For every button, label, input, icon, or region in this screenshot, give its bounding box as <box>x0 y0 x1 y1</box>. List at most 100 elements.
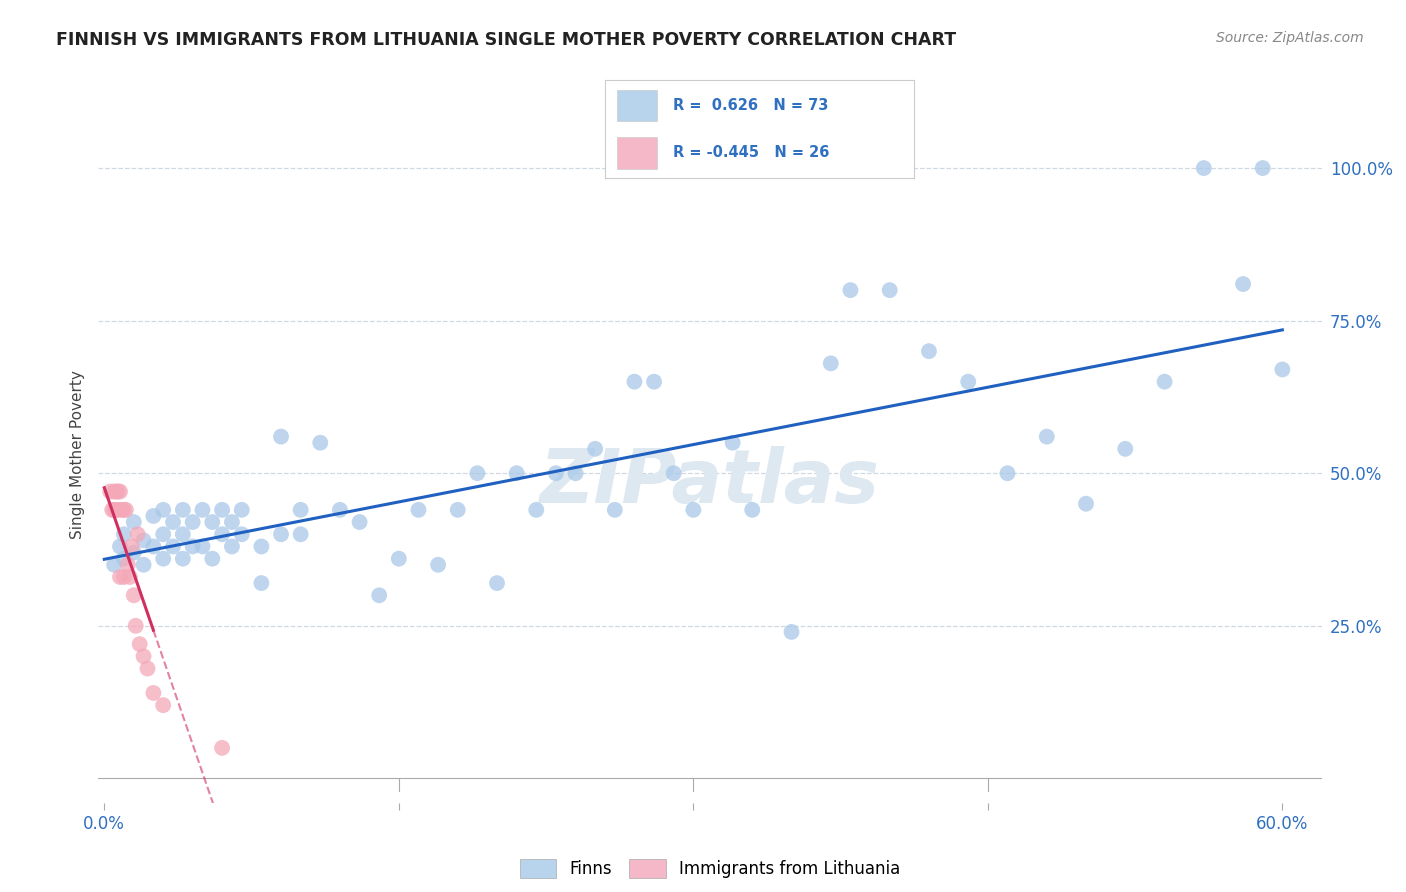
Point <box>270 429 292 443</box>
Point <box>127 527 149 541</box>
Point <box>112 551 135 566</box>
Point <box>741 503 763 517</box>
Point <box>111 503 134 517</box>
Point <box>524 503 547 517</box>
Point <box>191 540 214 554</box>
Point <box>544 467 567 481</box>
Point <box>103 503 125 517</box>
Point <box>231 527 253 541</box>
Point <box>117 558 139 572</box>
Point <box>152 503 174 517</box>
Point <box>103 558 125 572</box>
FancyBboxPatch shape <box>617 137 657 169</box>
Point <box>201 551 224 566</box>
Point <box>162 540 184 554</box>
Point <box>505 467 527 481</box>
Point <box>447 503 470 517</box>
Point <box>368 588 391 602</box>
Point <box>250 576 273 591</box>
Point <box>1035 429 1057 443</box>
Point <box>270 527 292 541</box>
Point <box>820 356 842 370</box>
Point <box>1271 362 1294 376</box>
Text: 0.0%: 0.0% <box>83 815 125 833</box>
Point <box>643 375 665 389</box>
Point <box>152 527 174 541</box>
Point <box>201 515 224 529</box>
Legend: Finns, Immigrants from Lithuania: Finns, Immigrants from Lithuania <box>513 853 907 885</box>
Point <box>839 283 862 297</box>
Point <box>191 503 214 517</box>
Point <box>583 442 606 456</box>
Point <box>122 588 145 602</box>
Text: 60.0%: 60.0% <box>1256 815 1309 833</box>
Point <box>250 540 273 554</box>
Point <box>142 540 165 554</box>
Point <box>103 484 125 499</box>
Point <box>329 503 352 517</box>
Point <box>957 375 980 389</box>
Point <box>408 503 430 517</box>
Text: R =  0.626   N = 73: R = 0.626 N = 73 <box>672 98 828 113</box>
Point <box>101 503 124 517</box>
Y-axis label: Single Mother Poverty: Single Mother Poverty <box>69 370 84 540</box>
Point <box>231 503 253 517</box>
Point <box>172 551 194 566</box>
Point <box>121 540 143 554</box>
Point <box>115 503 138 517</box>
Point <box>128 637 150 651</box>
Point <box>108 484 131 499</box>
Point <box>309 435 332 450</box>
Point <box>105 484 128 499</box>
Point <box>211 740 233 755</box>
Point <box>105 503 128 517</box>
Point <box>132 649 155 664</box>
Point <box>211 503 233 517</box>
Point <box>780 624 803 639</box>
Point <box>132 533 155 548</box>
Point <box>564 467 586 481</box>
Point <box>1192 161 1215 175</box>
FancyBboxPatch shape <box>617 90 657 121</box>
Point <box>112 570 135 584</box>
Point <box>181 540 204 554</box>
Point <box>290 527 312 541</box>
Point <box>108 540 131 554</box>
Point <box>388 551 411 566</box>
Point <box>1074 497 1097 511</box>
Point <box>118 570 141 584</box>
Point <box>98 484 121 499</box>
Point <box>603 503 626 517</box>
Point <box>107 503 129 517</box>
Point <box>485 576 508 591</box>
Text: R = -0.445   N = 26: R = -0.445 N = 26 <box>672 145 830 161</box>
Point <box>290 503 312 517</box>
Point <box>172 503 194 517</box>
Point <box>152 551 174 566</box>
Point <box>1114 442 1136 456</box>
Point <box>1251 161 1274 175</box>
Point <box>142 508 165 523</box>
Point <box>132 558 155 572</box>
Point <box>125 619 148 633</box>
Point <box>152 698 174 713</box>
Point <box>142 686 165 700</box>
Point <box>721 435 744 450</box>
Text: Source: ZipAtlas.com: Source: ZipAtlas.com <box>1216 31 1364 45</box>
Point <box>918 344 941 359</box>
Point <box>122 515 145 529</box>
Point <box>997 467 1019 481</box>
Point <box>1232 277 1254 291</box>
Point <box>1153 375 1175 389</box>
Point <box>162 515 184 529</box>
Point <box>682 503 704 517</box>
Point <box>112 527 135 541</box>
Point <box>181 515 204 529</box>
Point <box>107 484 129 499</box>
Point <box>211 527 233 541</box>
Point <box>221 515 243 529</box>
Point <box>427 558 450 572</box>
Point <box>136 661 159 675</box>
Point <box>879 283 901 297</box>
Point <box>108 570 131 584</box>
